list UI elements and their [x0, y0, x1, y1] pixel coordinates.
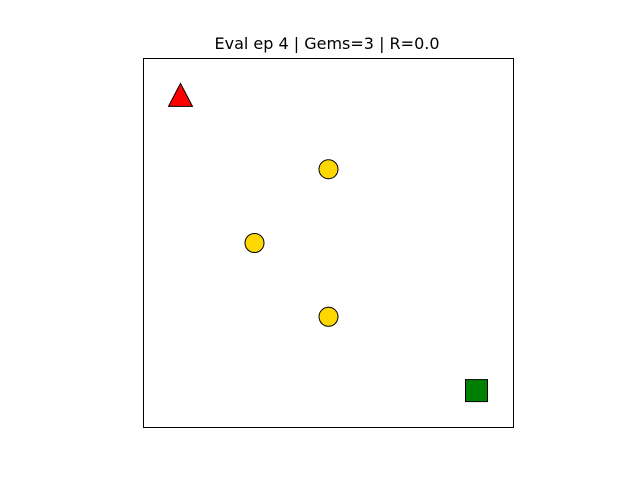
goal-square: [465, 379, 488, 403]
gem-1: [318, 159, 339, 180]
plot-title: Eval ep 4 | Gems=3 | R=0.0: [214, 34, 439, 53]
agent-triangle: [167, 82, 194, 107]
gem-2: [244, 233, 265, 253]
board-frame: [143, 58, 514, 428]
gem-3: [318, 306, 339, 327]
board-items: [167, 82, 488, 403]
